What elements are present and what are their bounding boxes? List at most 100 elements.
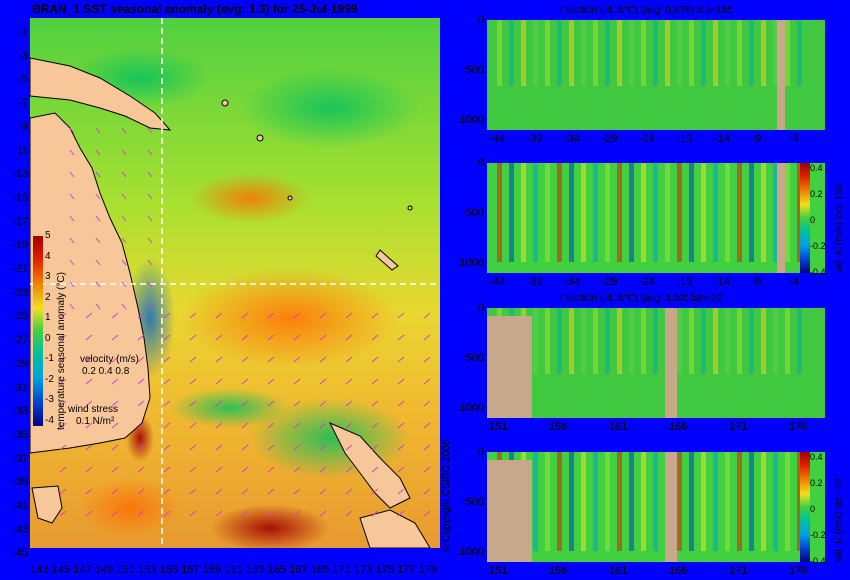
wind-arrow [371,510,379,517]
wind-arrow [85,510,93,517]
wind-arrow [163,378,171,385]
wind-arrow [59,356,67,363]
section-colorbar-tick: -0.2 [810,241,826,251]
lat-tick: -27 [12,334,28,347]
wind-arrow [423,400,431,407]
section-colorbar-tick: 0 [810,504,816,514]
map-colorbar [33,236,43,426]
wind-arrow [85,488,93,495]
wind-arrow [397,312,405,319]
lat-tick: -1 [18,26,28,38]
lat-tick: -21 [12,263,28,275]
wind-arrow [397,356,405,363]
section-x-tick: 176 [789,565,808,577]
wind-arrow [189,510,197,517]
lat-tick: -17 [12,215,28,228]
wind-arrow [59,400,67,407]
wind-arrow [69,237,75,244]
wind-arrow [95,215,101,222]
wind-arrow [69,281,75,288]
lon-tick: 147 [73,564,92,576]
wind-arrow [85,400,93,407]
wind-arrow [121,127,127,134]
wind-arrow [111,334,119,341]
wind-arrow [267,356,275,363]
section-colorbar-tick: 0.2 [810,189,823,199]
wind-arrow [137,466,145,473]
wind-arrow [59,312,67,319]
wind-arrow [95,127,101,134]
map-title: BRAN_1 SST seasonal anomaly (avg: 1.3) f… [32,2,358,16]
colorbar-tick: 3 [45,271,51,282]
colorbar-tick: 2 [45,291,51,303]
wind-arrow [59,510,67,517]
wind-arrow [147,281,153,288]
lat-tick: -9 [18,120,28,133]
wind-arrow [371,312,379,319]
wind-arrow [163,312,171,319]
wind-arrow [147,127,153,134]
section-depth-tick: 1000 [459,402,484,414]
land-block [487,316,532,418]
wind-arrow [147,193,153,200]
lat-tick: -15 [12,191,28,204]
wind-arrow [423,466,431,473]
wind-arrow [147,171,153,178]
section-depth-tick: 500 [465,496,484,508]
wind-arrow [397,378,405,385]
wind-arrow [345,312,353,319]
wind-arrow [345,422,353,429]
wind-arrow [147,149,153,156]
wind-arrow [267,510,275,517]
wind-arrow [137,334,145,341]
wind-arrow [267,444,275,451]
wind-arrow [319,510,327,517]
wind-arrow [215,334,223,341]
wind-arrow [241,510,249,517]
wind-arrow [423,356,431,363]
section-x-tick: -19 [676,133,693,145]
wind-arrow [215,378,223,385]
wind-arrow [423,378,431,385]
wind-arrow [147,215,153,222]
wind-arrow [397,334,405,341]
lon-tick: 159 [202,564,222,576]
lon-tick: 169 [310,564,330,576]
wind-arrow [59,466,67,473]
wind-arrow [267,378,275,385]
wind-arrow [397,444,405,451]
wind-arrow [241,356,249,363]
lon-tick: 155 [159,564,178,576]
section-x-tick: -34 [564,133,580,145]
section-depth-tick: 0 [477,302,484,314]
land-block [665,308,677,418]
wind-arrow [215,356,223,363]
section-colorbar [800,452,810,562]
sst-map [30,18,440,548]
wind-arrow [137,444,145,451]
land-new-guinea [30,57,172,131]
section-depth-tick: 500 [465,64,484,76]
section-x-tick: 156 [549,565,568,577]
lon-tick: 161 [224,564,243,576]
wind-arrow [423,312,431,319]
wind-arrow [345,400,353,407]
colorbar-tick: 1 [45,312,51,323]
wind-arrow [241,422,249,429]
lat-tick: -31 [12,381,28,394]
wind-arrow [319,400,327,407]
wind-arrow [69,171,75,178]
wind-arrow [241,400,249,407]
wind-arrow [121,149,127,156]
lat-tick: -41 [12,500,28,512]
wind-arrow [163,356,171,363]
wind-arrow [371,444,379,451]
section-colorbar [800,163,810,273]
wind-arrow [241,488,249,495]
wind-arrow [189,334,197,341]
wind-arrow [293,356,301,363]
wind-arrow [163,488,171,495]
section-depth-tick: 1000 [459,546,484,558]
wind-arrow [241,444,249,451]
wind-arrow [121,171,127,178]
